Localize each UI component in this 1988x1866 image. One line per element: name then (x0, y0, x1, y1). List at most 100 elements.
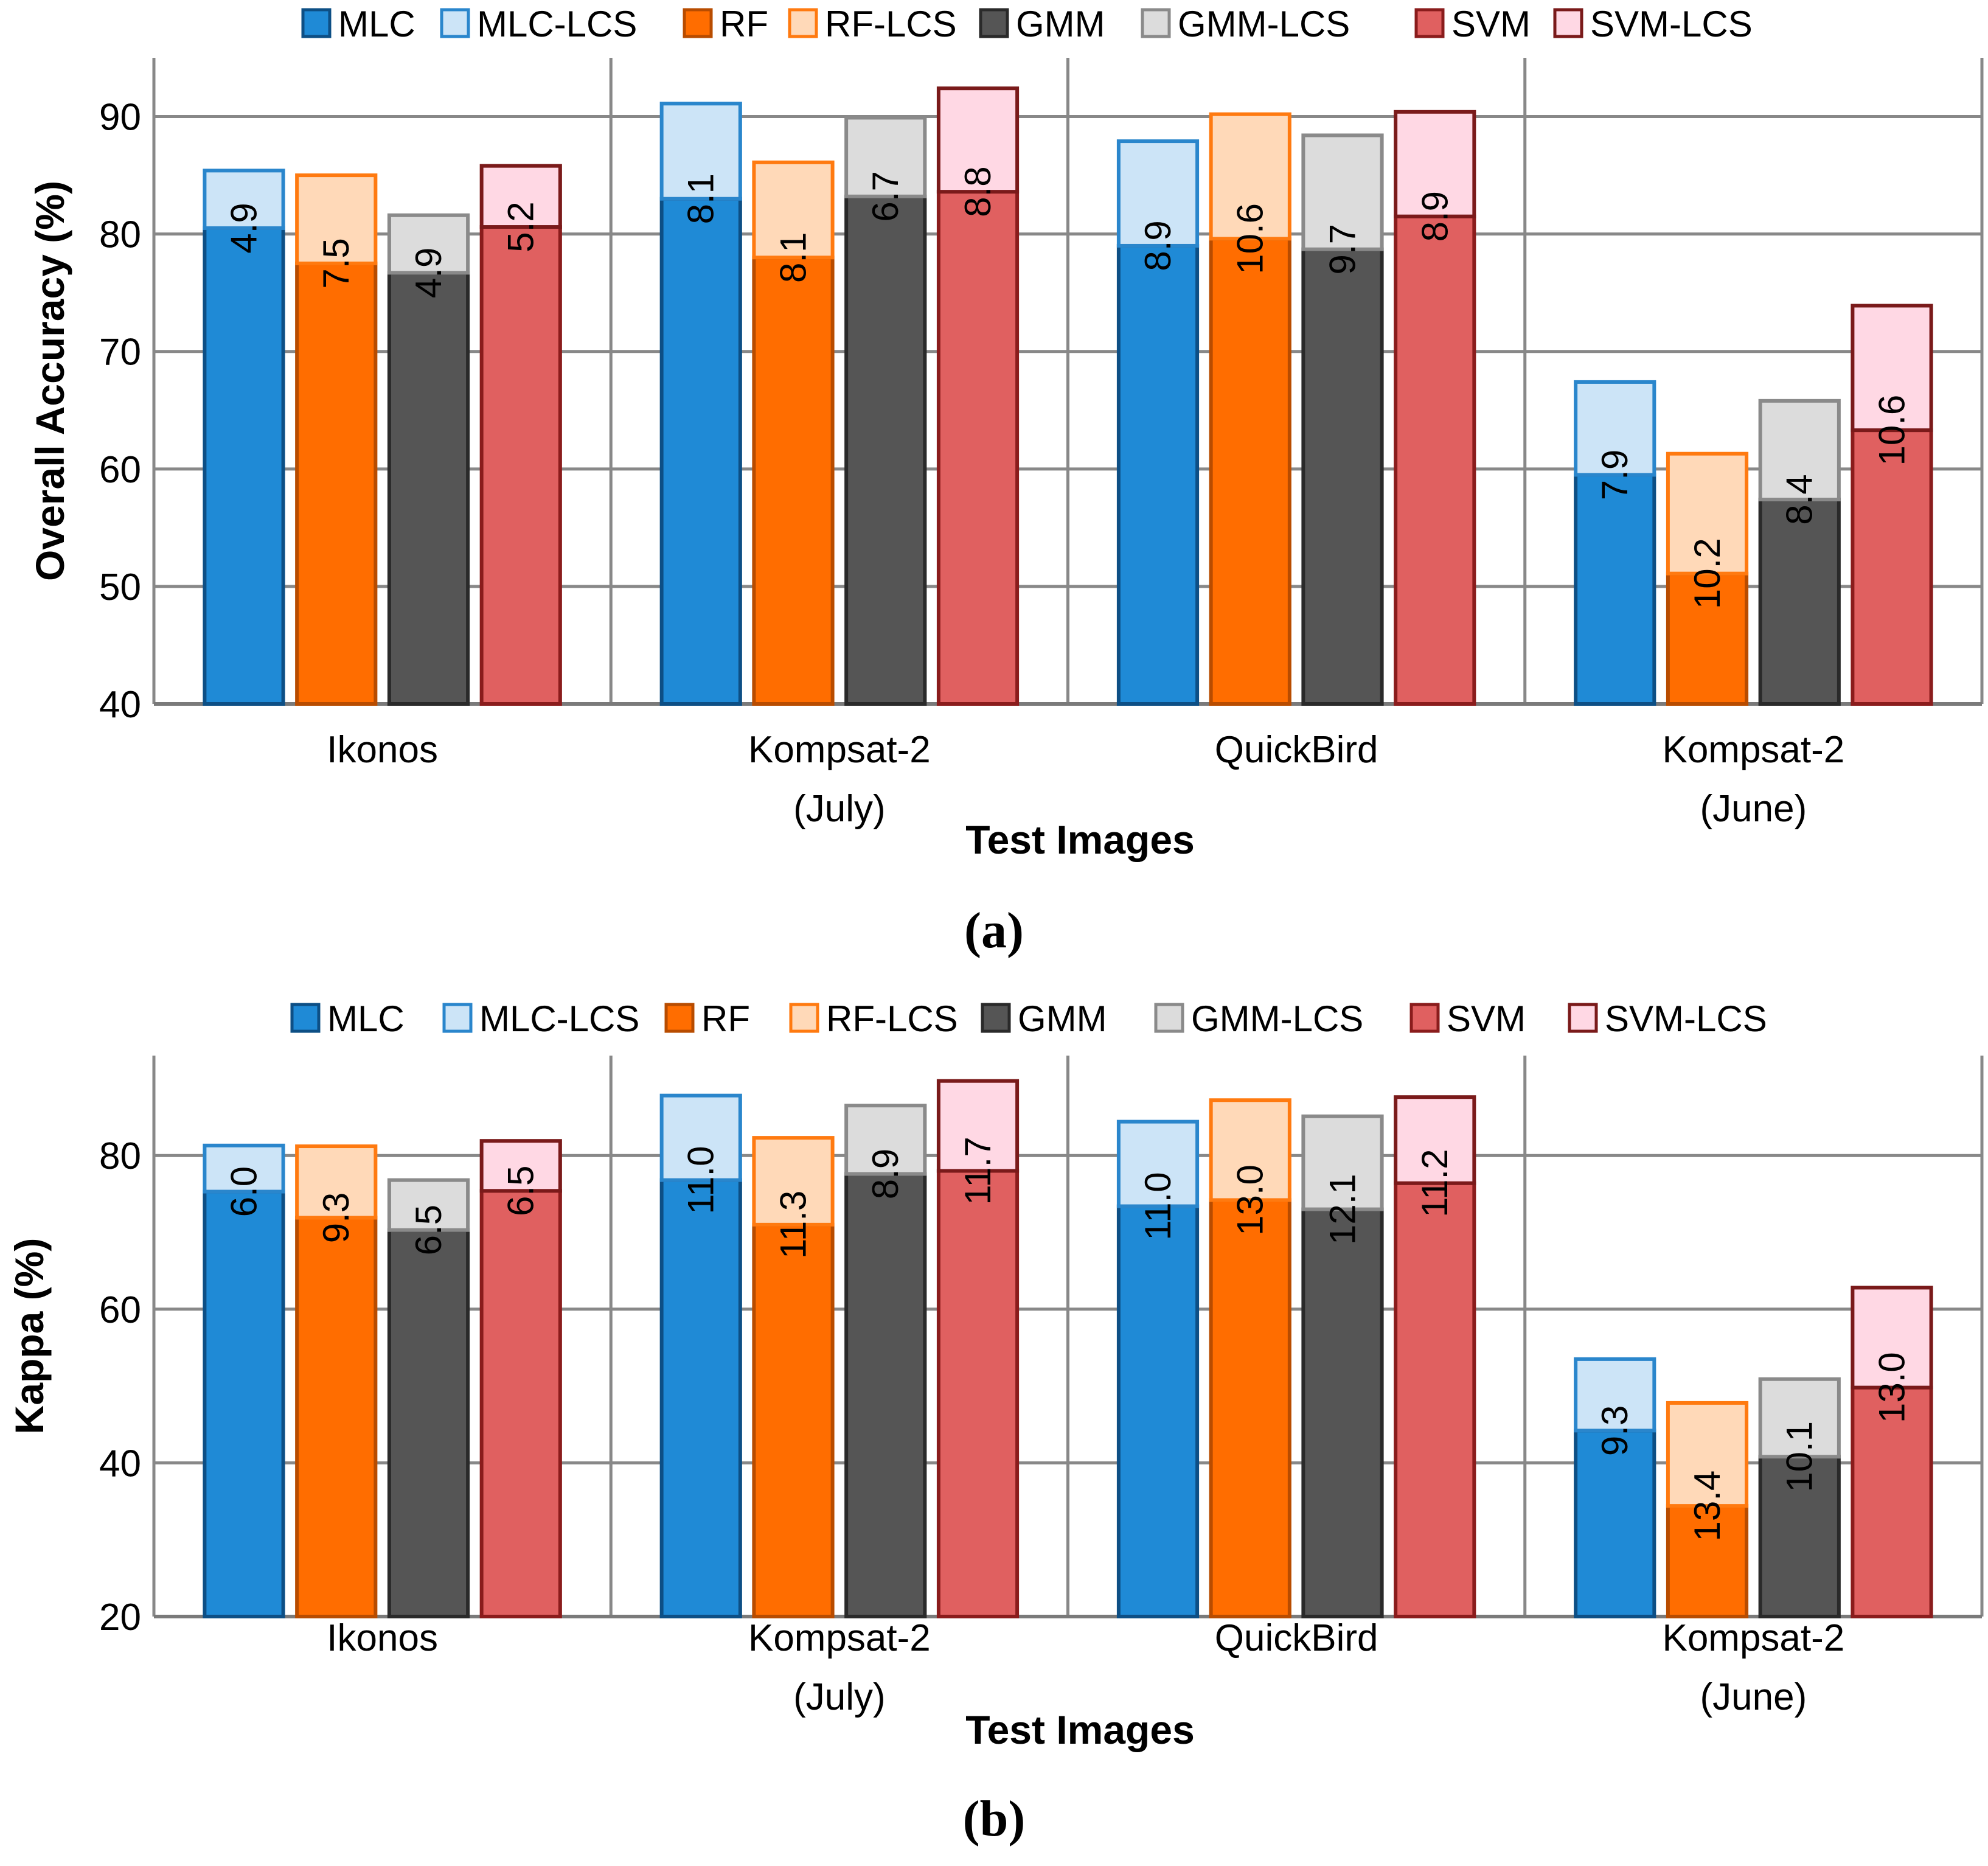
bar-svm (1851, 428, 1933, 706)
bar-rf-lcs (295, 1144, 378, 1220)
bar-svm-lcs (936, 86, 1020, 194)
data-label-rf-lcs: 10.2 (1687, 538, 1728, 609)
data-label-svm-lcs: 6.5 (501, 1166, 541, 1216)
bar-gmm-lcs (387, 213, 470, 275)
y-tick-label: 80 (99, 1135, 141, 1177)
data-label-mlc-lcs: 8.1 (681, 173, 721, 224)
legend-swatch-gmm (981, 1003, 1011, 1033)
bar-rf-lcs (1666, 451, 1749, 576)
bar-gmm (844, 1172, 927, 1619)
x-tick-label-line2: (July) (793, 1676, 886, 1718)
bar-svm-lcs (1394, 1095, 1476, 1185)
bar-rf-lcs (752, 1136, 835, 1227)
x-tick-label-line2: (June) (1700, 1676, 1807, 1718)
y-tick-label: 40 (99, 684, 141, 726)
data-label-svm-lcs: 10.6 (1872, 395, 1913, 466)
bar-rf-lcs (752, 160, 835, 260)
bar-rf-lcs (1209, 1098, 1291, 1202)
bar-mlc-lcs (203, 1143, 285, 1194)
legend-label-gmm-lcs: GMM-LCS (1178, 4, 1350, 44)
chart-panel-a: 40 50 60 70 80 90 4.9 7.5 4.9 5.2 Ikonos 8.1 8.1 6.7 8… (27, 4, 1984, 959)
bar-rf (1209, 1198, 1291, 1618)
data-label-svm-lcs: 8.8 (958, 166, 998, 217)
legend-swatch-svm-lcs (1568, 1003, 1598, 1033)
bar-rf (752, 256, 835, 706)
legend-label-mlc: MLC (327, 998, 405, 1039)
bar-svm (1394, 1181, 1476, 1618)
x-tick-label: QuickBird (1215, 1617, 1378, 1659)
legend-swatch-mlc (290, 1003, 321, 1033)
bar-svm-lcs (479, 1139, 562, 1193)
legend-swatch-mlc (301, 8, 332, 38)
bar-svm-lcs (936, 1079, 1020, 1173)
bar-svm (479, 225, 562, 706)
legend-label-rf: RF (720, 4, 768, 44)
data-label-gmm-lcs: 10.1 (1779, 1421, 1820, 1492)
legend-label-mlc-lcs: MLC-LCS (479, 998, 639, 1039)
legend-swatch-gmm-lcs (1141, 8, 1171, 38)
panel-label: (a) (964, 902, 1024, 959)
data-label-rf-lcs: 10.6 (1230, 203, 1271, 274)
data-label-rf-lcs: 8.1 (773, 232, 813, 283)
data-label-mlc-lcs: 11.0 (1138, 1172, 1178, 1240)
y-tick-label: 90 (99, 97, 141, 139)
data-label-gmm-lcs: 6.7 (865, 171, 906, 221)
x-tick-label: QuickBird (1215, 729, 1378, 771)
data-label-svm-lcs: 11.7 (958, 1137, 998, 1205)
legend-label-rf-lcs: RF-LCS (825, 4, 957, 44)
legend-label-gmm: GMM (1018, 998, 1107, 1039)
data-label-rf-lcs: 7.5 (316, 238, 356, 288)
bar-rf (1666, 1504, 1749, 1618)
bar-mlc-lcs (659, 1093, 742, 1182)
data-label-mlc-lcs: 6.0 (223, 1166, 264, 1217)
bar-gmm-lcs (1301, 133, 1384, 251)
x-axis-title: Test Images (965, 1707, 1195, 1752)
legend-label-gmm: GMM (1016, 4, 1105, 44)
y-tick-label: 20 (99, 1596, 141, 1638)
data-label-mlc-lcs: 9.3 (1594, 1405, 1635, 1456)
data-label-gmm-lcs: 8.4 (1779, 474, 1820, 524)
legend-label-mlc-lcs: MLC-LCS (477, 4, 637, 44)
bar-svm (479, 1189, 562, 1618)
bar-svm-lcs (1851, 1286, 1933, 1390)
data-label-svm-lcs: 5.2 (501, 201, 541, 252)
legend-swatch-svm (1409, 1003, 1440, 1033)
bar-rf-lcs (1666, 1401, 1749, 1508)
y-tick-label: 40 (99, 1443, 141, 1485)
bar-rf (295, 261, 378, 706)
legend-label-svm: SVM (1451, 4, 1531, 44)
legend-swatch-rf (683, 8, 713, 38)
y-axis-title: Overall Accuracy (%) (27, 181, 72, 581)
chart-panel-b: 20 40 60 80 6.0 9.3 6.5 6.5 Ikonos 11.0 11.3 8.9 11.… (7, 998, 1984, 1847)
x-tick-label: Kompsat-2 (748, 1617, 931, 1659)
legend-label-rf-lcs: RF-LCS (826, 998, 958, 1039)
legend-swatch-mlc-lcs (442, 1003, 473, 1033)
data-label-gmm-lcs: 6.5 (408, 1205, 449, 1255)
data-label-gmm-lcs: 8.9 (865, 1149, 906, 1199)
y-axis-title: Kappa (%) (7, 1238, 52, 1435)
data-label-svm-lcs: 13.0 (1872, 1352, 1913, 1423)
data-label-svm-lcs: 8.9 (1414, 191, 1455, 242)
bar-mlc (1574, 1429, 1656, 1618)
bar-mlc-lcs (659, 102, 742, 201)
data-label-gmm-lcs: 12.1 (1322, 1174, 1363, 1245)
bar-mlc (1116, 243, 1200, 706)
x-tick-label: Kompsat-2 (1662, 729, 1844, 771)
data-label-rf-lcs: 13.4 (1687, 1471, 1728, 1542)
bar-gmm-lcs (1301, 1114, 1384, 1211)
bar-gmm (387, 1228, 470, 1618)
legend-swatch-rf-lcs (788, 8, 818, 38)
bar-mlc-lcs (1116, 1119, 1200, 1208)
legend-label-mlc: MLC (338, 4, 415, 44)
bar-mlc (659, 197, 742, 706)
bar-mlc (203, 226, 285, 706)
data-label-gmm-lcs: 9.7 (1322, 224, 1363, 274)
data-label-mlc-lcs: 4.9 (223, 203, 264, 253)
bar-mlc (1574, 473, 1656, 706)
y-tick-label: 60 (99, 449, 141, 491)
bar-svm (936, 190, 1020, 706)
bar-rf (752, 1222, 835, 1618)
bar-mlc-lcs (1574, 1357, 1656, 1433)
legend-label-svm-lcs: SVM-LCS (1590, 4, 1753, 44)
